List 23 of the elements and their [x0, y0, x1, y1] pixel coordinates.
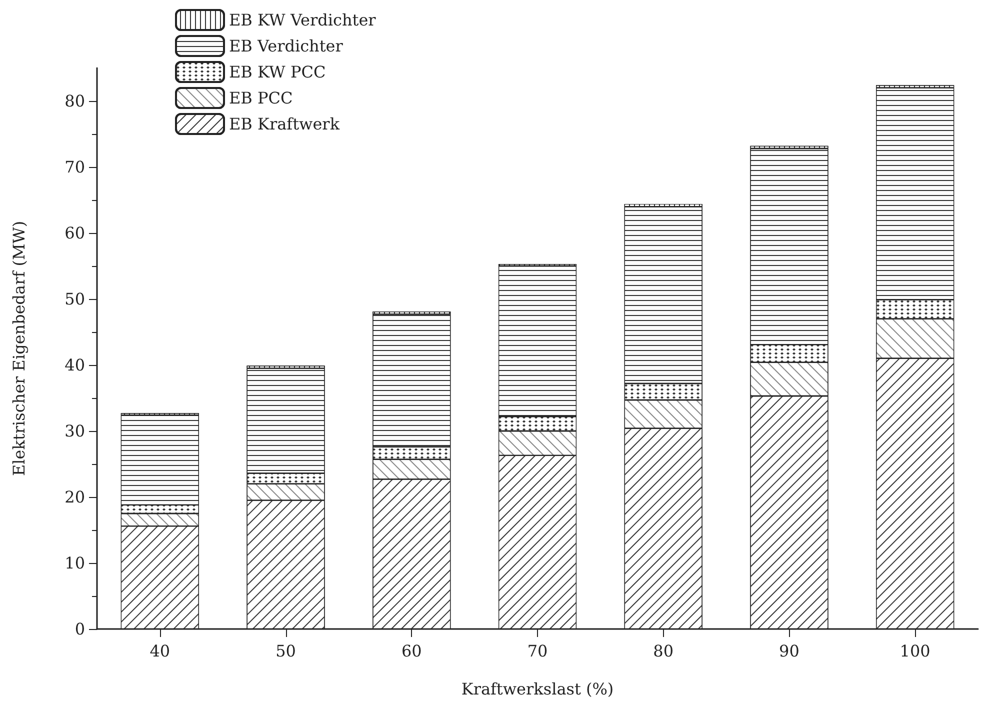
- y-tick-label: 80: [64, 92, 85, 110]
- x-tick-label: 70: [527, 642, 548, 660]
- y-tick-label: 40: [64, 356, 85, 374]
- y-tick-label: 30: [64, 422, 85, 440]
- x-tick-label: 80: [653, 642, 674, 660]
- y-axis-title: Elektrischer Eigenbedarf (MW): [10, 220, 28, 476]
- legend-label: EB KW PCC: [229, 62, 326, 82]
- x-tick-label: 60: [401, 642, 422, 660]
- legend-label: EB Verdichter: [229, 36, 344, 56]
- y-tick-label: 10: [64, 554, 85, 572]
- legend-label: EB KW Verdichter: [229, 10, 376, 30]
- x-tick-label: 50: [276, 642, 296, 660]
- x-tick-label: 40: [150, 642, 170, 660]
- y-tick-label: 0: [74, 620, 85, 638]
- y-tick-label: 50: [64, 290, 85, 308]
- y-tick-label: 60: [64, 224, 85, 242]
- x-axis-title: Kraftwerkslast (%): [461, 680, 614, 698]
- legend-label: EB PCC: [229, 88, 293, 108]
- x-tick-label: 100: [900, 642, 930, 660]
- y-tick-label: 70: [64, 158, 85, 176]
- x-tick-label: 90: [779, 642, 800, 660]
- legend-label: EB Kraftwerk: [229, 114, 340, 134]
- y-tick-label: 20: [64, 488, 85, 506]
